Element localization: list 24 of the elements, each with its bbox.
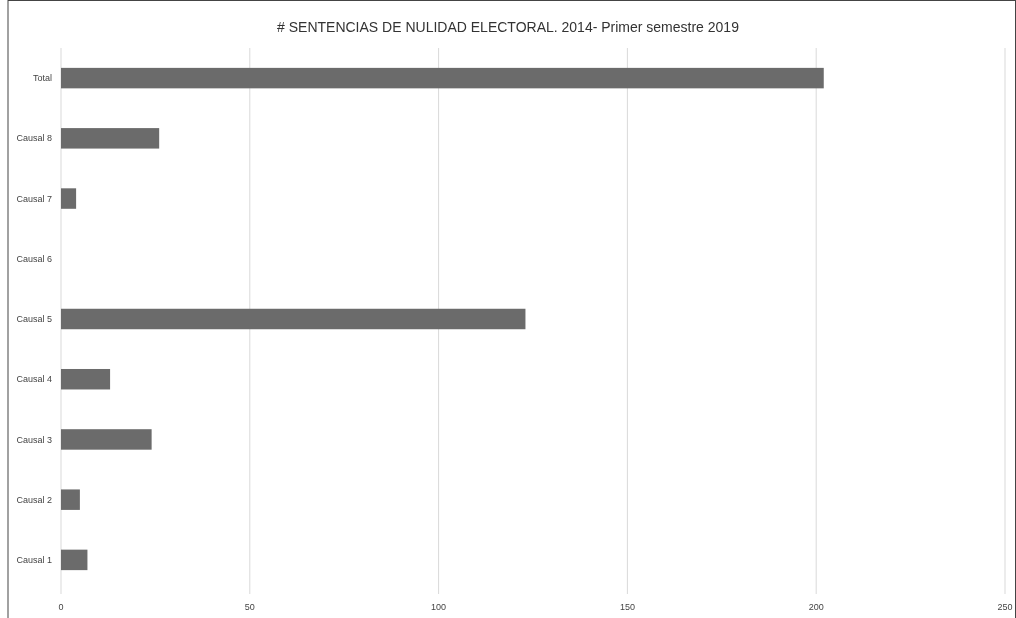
x-tick-label: 250 — [997, 602, 1013, 612]
bar — [61, 549, 88, 571]
bar — [61, 128, 160, 149]
x-tick-label: 100 — [431, 602, 447, 612]
x-tick-label: 50 — [244, 602, 255, 612]
y-tick-label: Causal 5 — [16, 314, 52, 325]
x-tick-label: 200 — [808, 602, 824, 612]
y-tick-label: Causal 6 — [16, 253, 52, 264]
y-tick-label: Causal 2 — [16, 494, 52, 505]
bar — [61, 489, 80, 510]
y-tick-label: Causal 3 — [16, 434, 52, 445]
bar — [61, 308, 526, 330]
y-tick-label: Causal 4 — [16, 374, 52, 385]
y-tick-label: Causal 1 — [16, 555, 52, 566]
y-tick-label: Causal 8 — [16, 133, 52, 144]
x-tick-label: 0 — [58, 602, 64, 612]
bar — [61, 188, 77, 209]
bar — [61, 67, 824, 89]
bar — [61, 368, 111, 390]
chart-title: # SENTENCIAS DE NULIDAD ELECTORAL. 2014- Primer semestre 2019 — [277, 19, 740, 35]
x-tick-label: 150 — [619, 602, 635, 612]
bar — [61, 429, 152, 450]
y-tick-label: Total — [32, 73, 52, 84]
y-tick-label: Causal 7 — [16, 193, 52, 204]
